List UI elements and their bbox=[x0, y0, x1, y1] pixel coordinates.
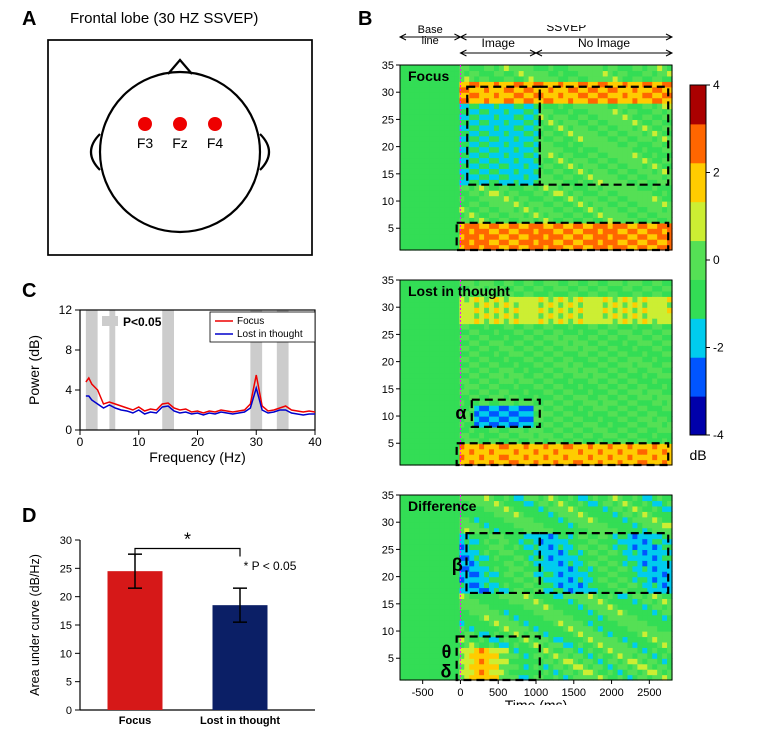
panel-d-plot: 0 5 10 15 20 25 30 Area under curve (dB/Hz) Focu… bbox=[25, 520, 325, 740]
svg-text:4: 4 bbox=[65, 383, 72, 397]
svg-text:10: 10 bbox=[60, 648, 72, 660]
svg-text:25: 25 bbox=[382, 329, 394, 341]
svg-text:Focus: Focus bbox=[237, 316, 264, 327]
svg-text:0: 0 bbox=[65, 423, 72, 437]
svg-text:40: 40 bbox=[308, 435, 322, 449]
svg-text:Fz: Fz bbox=[172, 135, 188, 151]
panel-c-plot: 0 10 20 30 40 0 4 8 12 Frequency (Hz) Power (dB) P<… bbox=[25, 295, 325, 465]
svg-text:8: 8 bbox=[65, 343, 72, 357]
svg-text:0: 0 bbox=[77, 435, 84, 449]
svg-text:35: 35 bbox=[382, 60, 394, 72]
svg-text:Power (dB): Power (dB) bbox=[26, 335, 42, 405]
panel-a-label: A bbox=[22, 8, 36, 31]
svg-text:15: 15 bbox=[382, 169, 394, 181]
svg-text:30: 30 bbox=[382, 87, 394, 99]
svg-text:Image: Image bbox=[482, 36, 516, 50]
panel-b-container: Baseline SSVEP Image No Image 5 10 15 20 25 30 35 F… bbox=[370, 25, 750, 705]
svg-text:No Image: No Image bbox=[578, 36, 630, 50]
svg-text:P<0.05: P<0.05 bbox=[123, 315, 162, 329]
svg-text:20: 20 bbox=[382, 142, 394, 154]
svg-text:15: 15 bbox=[60, 620, 72, 632]
svg-text:F3: F3 bbox=[137, 135, 154, 151]
svg-text:5: 5 bbox=[388, 223, 394, 235]
svg-text:5: 5 bbox=[66, 677, 72, 689]
svg-text:*: * bbox=[184, 530, 191, 550]
svg-text:Frequency (Hz): Frequency (Hz) bbox=[149, 449, 245, 465]
svg-text:0: 0 bbox=[66, 705, 72, 717]
svg-text:Lost in thought: Lost in thought bbox=[237, 329, 303, 340]
svg-text:10: 10 bbox=[382, 196, 394, 208]
svg-text:* P < 0.05: * P < 0.05 bbox=[244, 559, 297, 573]
svg-text:5: 5 bbox=[388, 438, 394, 450]
svg-text:10: 10 bbox=[132, 435, 146, 449]
svg-text:30: 30 bbox=[250, 435, 264, 449]
svg-text:α: α bbox=[455, 403, 466, 423]
svg-text:Focus: Focus bbox=[119, 715, 151, 727]
svg-text:30: 30 bbox=[60, 535, 72, 547]
svg-text:30: 30 bbox=[382, 302, 394, 314]
svg-text:Baseline: Baseline bbox=[418, 25, 443, 47]
svg-text:Focus: Focus bbox=[408, 68, 449, 84]
svg-text:12: 12 bbox=[59, 303, 73, 317]
svg-text:SSVEP: SSVEP bbox=[546, 25, 586, 34]
svg-text:Area under curve (dB/Hz): Area under curve (dB/Hz) bbox=[28, 554, 42, 696]
panel-a-title: Frontal lobe (30 HZ SSVEP) bbox=[70, 10, 258, 27]
svg-text:Lost in thought: Lost in thought bbox=[408, 283, 510, 299]
svg-text:35: 35 bbox=[382, 275, 394, 287]
svg-text:20: 20 bbox=[191, 435, 205, 449]
svg-text:20: 20 bbox=[60, 592, 72, 604]
svg-text:25: 25 bbox=[60, 563, 72, 575]
svg-text:25: 25 bbox=[382, 114, 394, 126]
svg-text:15: 15 bbox=[382, 384, 394, 396]
panel-a-head-diagram: F3 Fz F4 bbox=[45, 37, 315, 262]
svg-text:Lost in thought: Lost in thought bbox=[200, 715, 280, 727]
svg-text:20: 20 bbox=[382, 357, 394, 369]
svg-text:F4: F4 bbox=[207, 135, 224, 151]
svg-text:10: 10 bbox=[382, 411, 394, 423]
